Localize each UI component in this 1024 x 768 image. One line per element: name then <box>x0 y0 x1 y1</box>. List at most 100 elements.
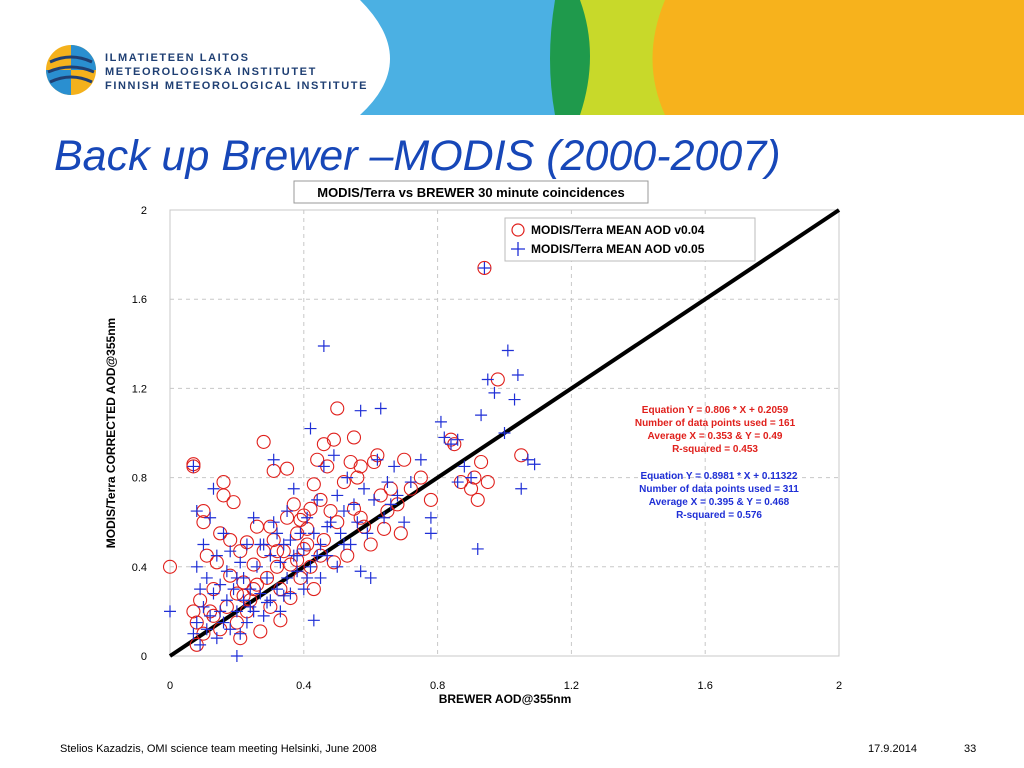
data-point-plus <box>281 571 294 584</box>
y-tick-label: 2 <box>141 205 147 217</box>
data-point-plus <box>334 527 347 540</box>
data-point-plus <box>230 571 243 584</box>
data-point-plus <box>267 453 280 466</box>
data-point-plus <box>217 527 230 540</box>
data-point-circle <box>186 459 201 474</box>
data-point-plus <box>337 538 350 551</box>
data-point-plus <box>187 627 200 640</box>
data-point-plus <box>314 571 327 584</box>
red-stat-count: Number of data points used = 161 <box>635 418 796 429</box>
data-point-plus <box>317 460 330 473</box>
blue-stat-rsquared: R-squared = 0.576 <box>676 510 762 521</box>
data-point-plus <box>341 471 354 484</box>
y-tick-label: 0.4 <box>132 562 147 574</box>
data-point-plus <box>207 587 220 600</box>
footer-page-number: 33 <box>964 743 977 755</box>
data-point-circle <box>216 488 231 503</box>
data-point-plus <box>368 493 381 506</box>
data-point-plus <box>471 542 484 555</box>
data-point-circle <box>326 555 341 570</box>
data-point-plus <box>271 527 284 540</box>
data-point-plus <box>511 369 524 382</box>
y-tick-label: 1.6 <box>132 294 147 306</box>
data-point-plus <box>197 600 210 613</box>
data-point-circle <box>423 492 438 507</box>
data-point-plus <box>438 431 451 444</box>
legend-circle-icon <box>511 223 525 237</box>
data-point-plus <box>424 511 437 524</box>
data-point-plus <box>264 594 277 607</box>
data-point-plus <box>498 427 511 439</box>
data-point-plus <box>321 520 334 533</box>
data-point-plus <box>261 596 274 609</box>
data-point-plus <box>317 340 330 353</box>
logo-line-2: METEOROLOGISKA INSTITUTET <box>105 66 317 78</box>
chart-ticks: 0 0.4 0.8 1.2 1.6 2 0 0.4 0.8 1.2 1.6 2 <box>132 205 842 692</box>
y-tick-label: 1.2 <box>132 383 147 395</box>
data-point-circle <box>353 510 368 525</box>
data-point-plus <box>187 460 200 473</box>
data-point-plus <box>304 560 317 573</box>
data-point-circle <box>296 541 311 557</box>
data-point-plus <box>424 527 437 540</box>
data-point-plus <box>200 571 213 584</box>
data-point-plus <box>240 616 253 629</box>
data-point-plus <box>250 560 263 573</box>
data-point-plus <box>481 373 494 386</box>
chart-title-box: MODIS/Terra vs BREWER 30 minute coincide… <box>293 180 649 204</box>
data-point-plus <box>501 344 514 357</box>
legend: MODIS/Terra MEAN AOD v0.04 MODIS/Terra M… <box>504 217 756 262</box>
data-point-circle <box>377 521 392 536</box>
data-point-circle <box>263 519 278 534</box>
data-point-plus <box>478 261 491 274</box>
data-point-plus <box>274 605 287 618</box>
data-point-plus <box>354 404 367 417</box>
data-point-plus <box>261 571 274 584</box>
data-point-circle <box>280 461 295 476</box>
data-point-plus <box>224 623 237 636</box>
y-tick-label: 0.8 <box>132 473 147 485</box>
data-point-plus <box>488 386 501 399</box>
data-point-plus <box>220 565 233 578</box>
data-point-plus <box>381 476 394 489</box>
data-point-plus <box>244 600 257 613</box>
data-point-circle <box>340 548 355 563</box>
data-point-plus <box>414 453 427 466</box>
data-point-circle <box>229 586 244 601</box>
data-point-plus <box>301 571 314 584</box>
data-point-plus <box>230 650 243 662</box>
data-point-circle <box>283 557 298 572</box>
data-point-plus <box>327 449 340 462</box>
x-axis-label: BREWER AOD@355nm <box>439 692 572 706</box>
data-point-plus <box>311 493 324 506</box>
data-point-plus <box>214 578 227 591</box>
data-point-plus <box>287 482 300 495</box>
data-point-plus <box>451 433 464 446</box>
regression-stats-red: Equation Y = 0.806 * X + 0.2059 Number o… <box>635 405 796 455</box>
chart-points <box>162 260 541 662</box>
data-point-circle <box>336 475 351 490</box>
data-point-circle <box>269 559 285 574</box>
fmi-logo-icon <box>46 45 96 95</box>
data-point-plus <box>521 453 534 466</box>
data-point-plus <box>214 605 227 618</box>
data-point-plus <box>458 460 471 473</box>
data-point-circle <box>393 526 408 541</box>
data-point-plus <box>371 453 384 466</box>
data-point-plus <box>358 482 371 495</box>
legend-plus-icon <box>511 242 525 256</box>
y-tick-label: 0 <box>141 651 147 663</box>
chart-grid <box>169 209 840 657</box>
data-point-plus <box>194 638 207 651</box>
data-point-circle <box>477 260 492 276</box>
regression-stats-blue: Equation Y = 0.8981 * X + 0.11322 Number… <box>639 471 799 521</box>
data-point-plus <box>528 458 541 471</box>
data-point-plus <box>210 549 223 562</box>
data-point-circle <box>226 495 241 510</box>
data-point-circle <box>346 430 362 445</box>
data-point-plus <box>240 538 253 551</box>
data-point-plus <box>351 516 364 529</box>
data-point-circle <box>186 604 201 619</box>
y-axis-label: MODIS/Terra CORRECTED AOD@355nm <box>104 318 118 548</box>
data-point-plus <box>190 505 203 518</box>
